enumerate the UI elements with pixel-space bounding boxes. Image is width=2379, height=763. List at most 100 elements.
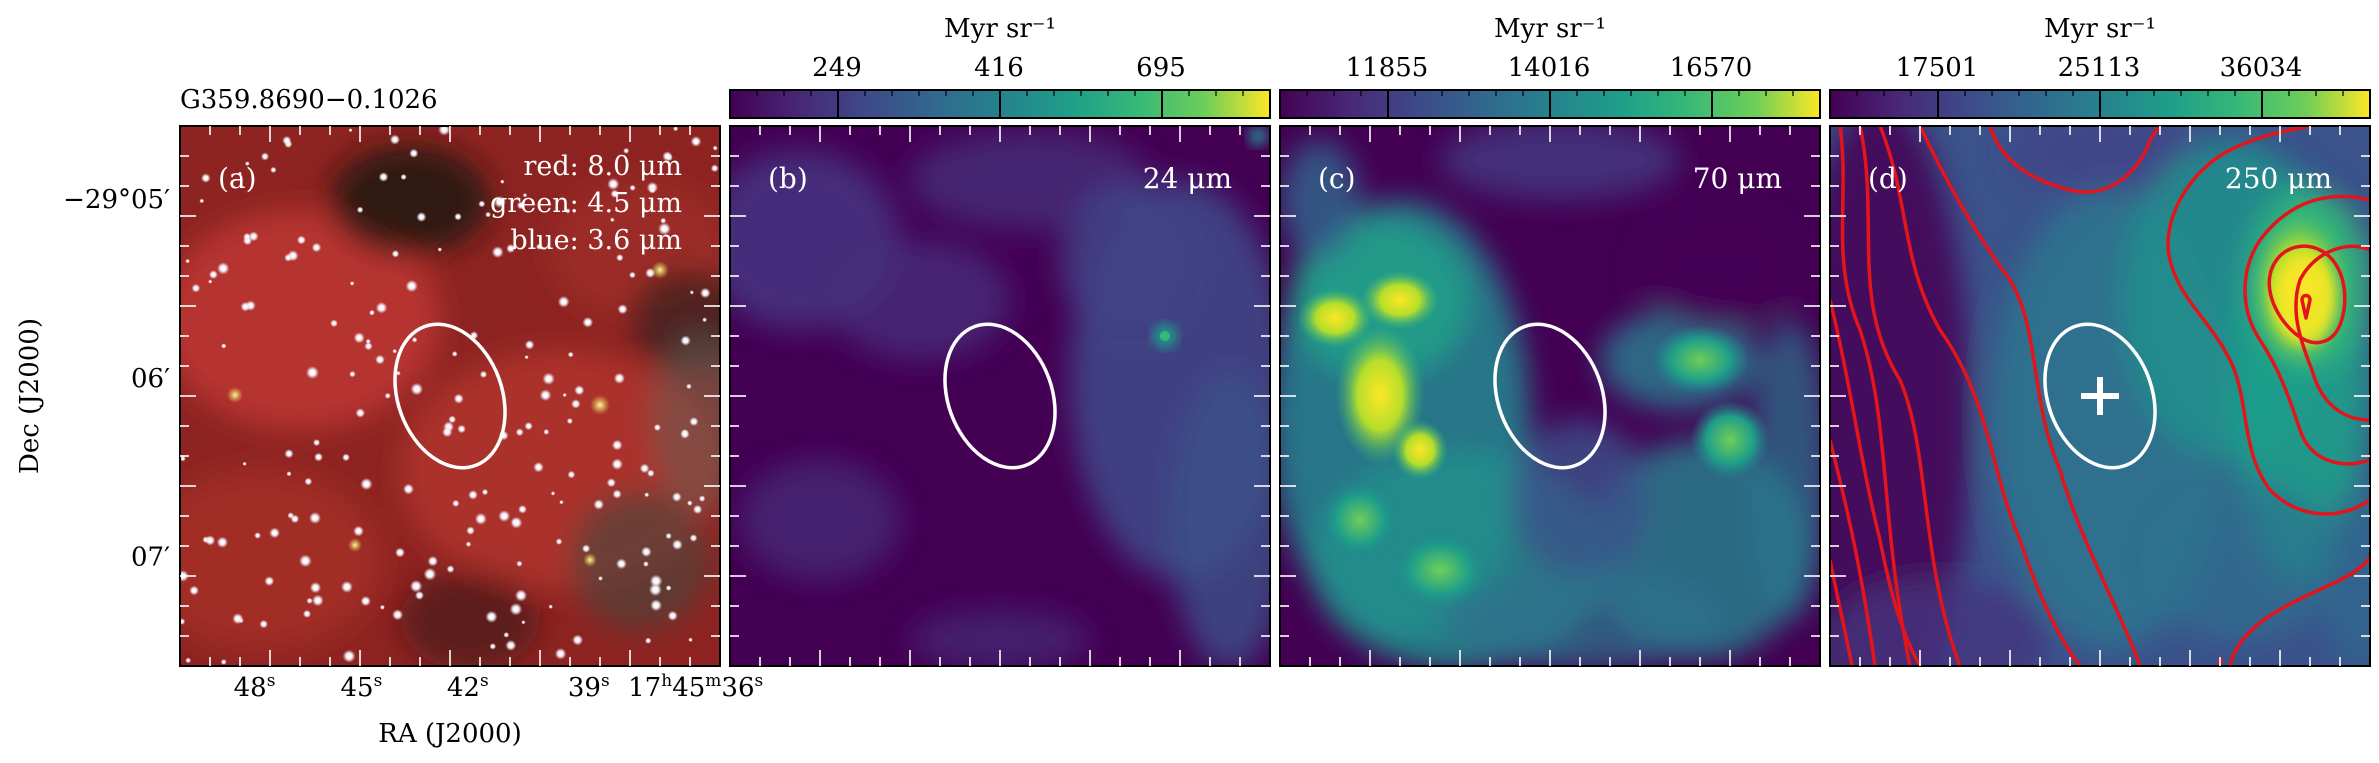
star [395, 370, 401, 376]
star [311, 242, 322, 253]
dec-tick-label: 06′ [131, 364, 170, 394]
star [360, 477, 373, 491]
star [416, 212, 427, 222]
star [516, 560, 523, 567]
star [379, 604, 385, 610]
panel-d-beam-ellipse [2043, 322, 2157, 470]
star [524, 340, 535, 350]
colorbar-b-unit: Myr sr⁻¹ [944, 14, 1056, 44]
star [506, 243, 516, 254]
star [180, 618, 186, 625]
star [185, 258, 190, 264]
panel-c-beam-ellipse [1493, 322, 1607, 470]
star [702, 317, 707, 323]
star [690, 136, 702, 147]
star [415, 590, 424, 600]
panel-a-tag: (a) [218, 162, 257, 195]
star [313, 439, 321, 447]
panel-d-wavelength: 250 μm [2225, 162, 2332, 195]
star [405, 279, 418, 293]
star [503, 632, 510, 638]
star [557, 295, 570, 308]
star [539, 389, 552, 402]
star [465, 541, 472, 547]
star [360, 595, 371, 607]
ra-tick-label: 17h45m36s [628, 671, 763, 703]
star [185, 657, 192, 664]
dec-tick-label: −29°05′ [63, 185, 170, 215]
star [572, 634, 584, 646]
panel-c [1279, 125, 1821, 667]
star [612, 489, 622, 499]
star [296, 235, 306, 245]
star [254, 532, 261, 539]
colorbar-d: Myr sr⁻¹ 17501 25113 36034 [1829, 14, 2371, 119]
star [644, 492, 650, 498]
star [180, 455, 186, 462]
star [522, 193, 528, 198]
star [309, 581, 322, 594]
star [348, 128, 353, 133]
star [448, 415, 457, 424]
ra-tick-label: 42s [447, 671, 489, 703]
star [364, 342, 373, 351]
star [565, 208, 571, 214]
star [671, 539, 683, 551]
star [392, 348, 398, 354]
panel-c-wavelength: 70 μm [1693, 162, 1782, 195]
star [353, 332, 365, 344]
ra-tick-labels: 48s 45s 42s 39s 17h45m36s [234, 671, 764, 703]
star [533, 461, 544, 473]
star [493, 195, 506, 208]
star [521, 620, 526, 625]
star [305, 366, 319, 380]
star [629, 184, 636, 191]
star [384, 392, 391, 399]
star [645, 637, 652, 644]
colorbar-c-unit: Myr sr⁻¹ [1494, 14, 1606, 44]
star [479, 370, 488, 379]
bright-star [590, 395, 610, 415]
star [648, 186, 656, 194]
star [442, 426, 453, 438]
y-axis-label: Dec (J2000) [15, 318, 45, 474]
star [509, 602, 523, 616]
star [700, 287, 711, 299]
star [286, 471, 292, 477]
star [410, 382, 424, 396]
star [264, 576, 275, 587]
star [653, 423, 662, 432]
star [260, 152, 270, 161]
star [304, 477, 313, 486]
star [208, 270, 218, 280]
star [438, 126, 451, 136]
star [349, 370, 356, 378]
panel-b-beam-ellipse [943, 322, 1057, 470]
star [409, 579, 423, 593]
star [616, 558, 627, 570]
star [689, 534, 698, 542]
colorbar-b-tick-3: 695 [1136, 53, 1186, 83]
star [375, 302, 388, 314]
star [411, 337, 418, 343]
panel-a-stars [180, 126, 719, 665]
star [478, 200, 486, 208]
x-axis-label: RA (J2000) [378, 719, 522, 749]
star [593, 499, 604, 510]
star [680, 335, 691, 346]
star [238, 171, 242, 176]
star [221, 343, 227, 349]
star [567, 351, 574, 358]
star [548, 604, 553, 609]
ra-tick-label: 45s [341, 671, 383, 703]
star [199, 198, 205, 204]
star [500, 179, 505, 184]
panel-c-tag: (c) [1318, 162, 1356, 195]
star [629, 271, 636, 279]
star [491, 246, 504, 259]
colorbar-c-tick-1: 11855 [1346, 53, 1429, 83]
star [311, 594, 324, 607]
colorbar-d-tick-2: 25113 [2058, 53, 2141, 83]
colorbar-b: Myr sr⁻¹ 249 416 695 [729, 14, 1271, 119]
